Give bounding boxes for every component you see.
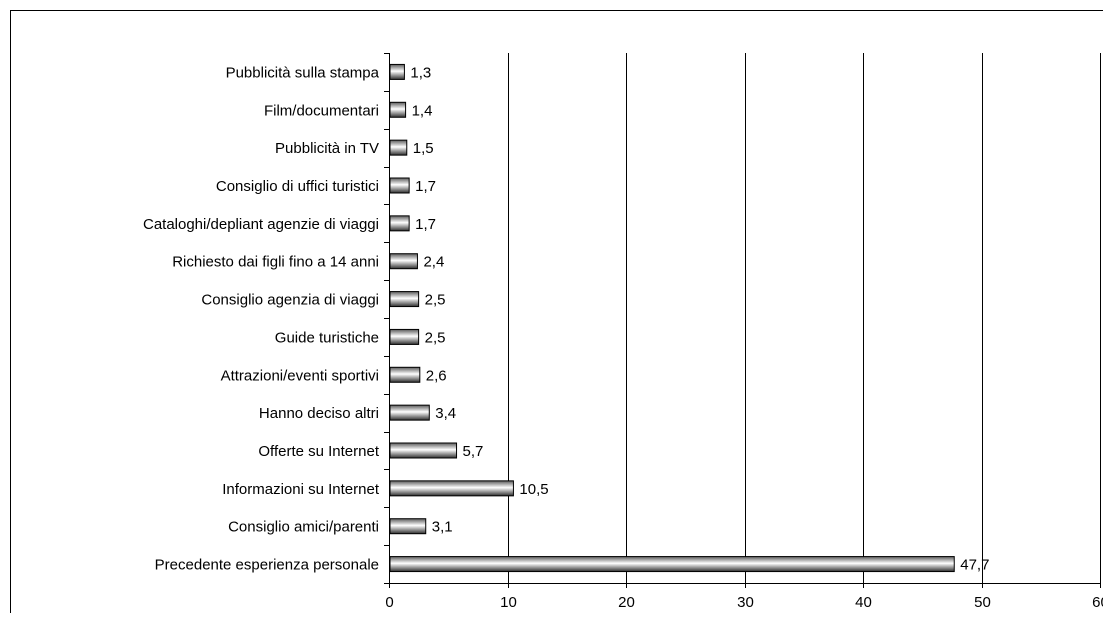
bar <box>390 329 419 344</box>
x-tick-label: 20 <box>618 594 635 611</box>
category-label: Richiesto dai figli fino a 14 anni <box>172 254 379 271</box>
category-label: Informazioni su Internet <box>222 481 380 498</box>
chart-border <box>11 11 1103 614</box>
data-label: 1,5 <box>413 140 434 157</box>
data-label: 10,5 <box>519 481 548 498</box>
bar <box>390 140 407 155</box>
data-label: 47,7 <box>960 557 989 574</box>
category-label: Consiglio di uffici turistici <box>216 178 379 195</box>
category-label: Cataloghi/depliant agenzie di viaggi <box>143 216 379 233</box>
data-label: 5,7 <box>463 443 484 460</box>
category-label: Hanno deciso altri <box>259 405 379 422</box>
data-label: 3,4 <box>435 405 456 422</box>
category-label: Film/documentari <box>264 102 379 119</box>
x-tick-label: 0 <box>385 594 393 611</box>
bar <box>390 102 406 117</box>
bar <box>390 519 426 534</box>
x-tick-label: 50 <box>974 594 991 611</box>
bar <box>390 443 457 458</box>
bar <box>390 481 513 496</box>
x-tick-label: 60 <box>1092 594 1103 611</box>
bar <box>390 557 954 572</box>
data-label: 2,6 <box>426 367 447 384</box>
category-label: Pubblicità sulla stampa <box>226 64 380 81</box>
data-label: 1,4 <box>412 102 433 119</box>
data-label: 2,4 <box>423 254 444 271</box>
data-label: 1,7 <box>415 178 436 195</box>
category-label: Attrazioni/eventi sportivi <box>221 367 379 384</box>
data-label: 2,5 <box>425 292 446 309</box>
bar <box>390 367 420 382</box>
data-label: 3,1 <box>432 519 453 536</box>
bar <box>390 292 419 307</box>
x-tick-label: 40 <box>855 594 872 611</box>
bar <box>390 178 409 193</box>
data-label: 1,3 <box>410 64 431 81</box>
x-tick-label: 30 <box>737 594 754 611</box>
bar <box>390 405 429 420</box>
category-label: Consiglio agenzia di viaggi <box>201 292 379 309</box>
category-label: Offerte su Internet <box>258 443 379 460</box>
data-label: 2,5 <box>425 329 446 346</box>
category-label: Pubblicità in TV <box>275 140 379 157</box>
bar <box>390 254 417 269</box>
bar <box>390 64 404 79</box>
data-label: 1,7 <box>415 216 436 233</box>
category-label: Consiglio amici/parenti <box>228 519 379 536</box>
category-label: Precedente esperienza personale <box>155 557 379 574</box>
category-label: Guide turistiche <box>275 329 379 346</box>
x-tick-label: 10 <box>500 594 517 611</box>
bar <box>390 216 409 231</box>
